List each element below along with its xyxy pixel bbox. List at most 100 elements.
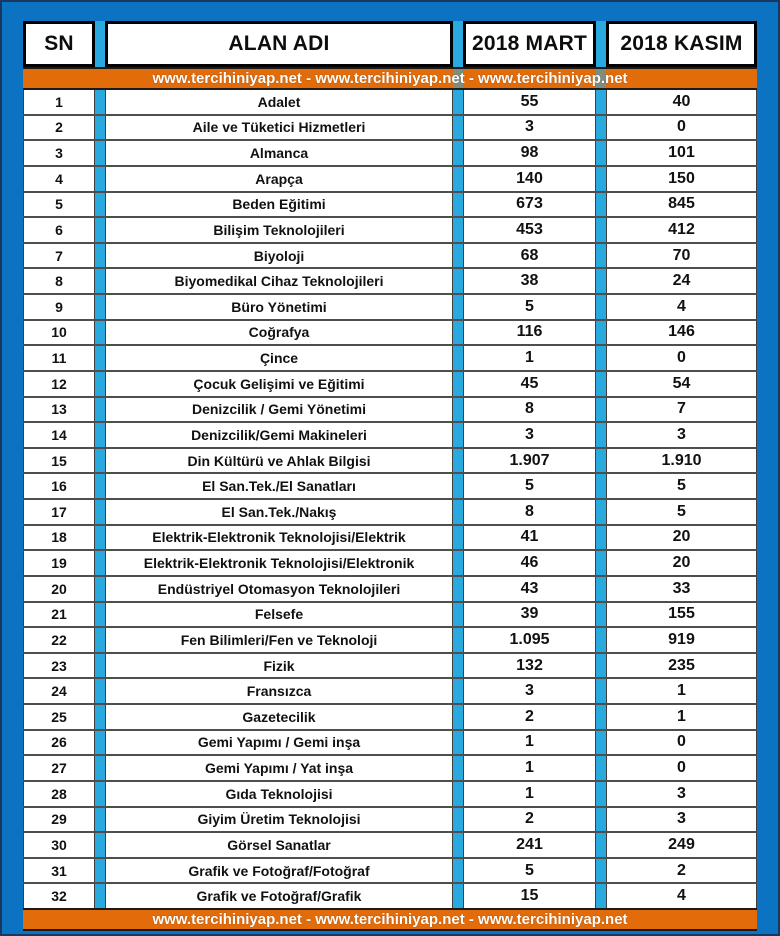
- row-2018-kasim: 146: [606, 320, 757, 345]
- row-sn: 21: [23, 602, 95, 627]
- row-sn: 13: [23, 397, 95, 422]
- table-row: 11 Çince 1 0: [23, 346, 757, 372]
- row-2018-kasim: 1.910: [606, 448, 757, 473]
- row-2018-mart: 1: [463, 346, 596, 370]
- row-alan-adi: Felsefe: [105, 602, 453, 627]
- row-2018-kasim: 3: [606, 423, 757, 447]
- watermark-banner-top: www.tercihiniyap.net - www.tercihiniyap.…: [23, 67, 757, 90]
- row-alan-adi: Fizik: [105, 653, 453, 678]
- row-2018-kasim: 150: [606, 166, 757, 191]
- row-2018-mart: 8: [463, 500, 596, 524]
- row-2018-mart: 5: [463, 295, 596, 319]
- row-2018-mart: 55: [463, 90, 596, 114]
- table-header-row: SN ALAN ADI 2018 MART 2018 KASIM: [23, 21, 757, 67]
- row-2018-kasim: 54: [606, 371, 757, 396]
- row-2018-kasim: 412: [606, 218, 757, 242]
- column-header-2018-kasim: 2018 KASIM: [606, 21, 757, 67]
- table-row: 14 Denizcilik/Gemi Makineleri 3 3: [23, 423, 757, 449]
- table-row: 7 Biyoloji 68 70: [23, 243, 757, 270]
- row-2018-mart: 116: [463, 320, 596, 345]
- row-alan-adi: Biyoloji: [105, 243, 453, 268]
- table-row: 3 Almanca 98 101: [23, 141, 757, 167]
- row-alan-adi: Giyim Üretim Teknolojisi: [105, 807, 453, 832]
- row-2018-kasim: 0: [606, 756, 757, 780]
- row-sn: 3: [23, 141, 95, 165]
- row-alan-adi: El San.Tek./Nakış: [105, 500, 453, 524]
- row-2018-mart: 2: [463, 705, 596, 729]
- row-2018-kasim: 5: [606, 500, 757, 524]
- row-alan-adi: Fen Bilimleri/Fen ve Teknoloji: [105, 628, 453, 652]
- watermark-banner-bottom: www.tercihiniyap.net - www.tercihiniyap.…: [23, 908, 757, 931]
- row-sn: 2: [23, 115, 95, 140]
- row-2018-kasim: 40: [606, 90, 757, 114]
- row-alan-adi: Gıda Teknolojisi: [105, 781, 453, 806]
- row-2018-mart: 8: [463, 397, 596, 422]
- table-row: 22 Fen Bilimleri/Fen ve Teknoloji 1.095 919: [23, 628, 757, 654]
- table-row: 10 Coğrafya 116 146: [23, 320, 757, 347]
- row-sn: 29: [23, 807, 95, 832]
- row-alan-adi: Endüstriyel Otomasyon Teknolojileri: [105, 576, 453, 601]
- row-2018-kasim: 919: [606, 628, 757, 652]
- row-2018-mart: 1.095: [463, 628, 596, 652]
- row-2018-mart: 2: [463, 807, 596, 832]
- row-2018-kasim: 5: [606, 474, 757, 498]
- row-2018-mart: 1: [463, 781, 596, 806]
- row-alan-adi: Grafik ve Fotoğraf/Grafik: [105, 884, 453, 908]
- row-2018-kasim: 20: [606, 525, 757, 550]
- table-row: 21 Felsefe 39 155: [23, 602, 757, 629]
- row-sn: 20: [23, 576, 95, 601]
- row-2018-mart: 132: [463, 653, 596, 678]
- row-2018-kasim: 155: [606, 602, 757, 627]
- column-header-2018-mart: 2018 MART: [463, 21, 596, 67]
- table-row: 8 Biyomedikal Cihaz Teknolojileri 38 24: [23, 269, 757, 295]
- row-2018-mart: 673: [463, 192, 596, 217]
- row-sn: 18: [23, 525, 95, 550]
- row-sn: 5: [23, 192, 95, 217]
- table-row: 6 Bilişim Teknolojileri 453 412: [23, 218, 757, 244]
- row-sn: 11: [23, 346, 95, 370]
- row-2018-kasim: 2: [606, 858, 757, 883]
- row-2018-kasim: 0: [606, 730, 757, 755]
- table-row: 20 Endüstriyel Otomasyon Teknolojileri 43 3…: [23, 576, 757, 603]
- row-sn: 26: [23, 730, 95, 755]
- row-2018-mart: 1: [463, 730, 596, 755]
- table-row: 26 Gemi Yapımı / Gemi inşa 1 0: [23, 730, 757, 757]
- table-row: 32 Grafik ve Fotoğraf/Grafik 15 4: [23, 884, 757, 908]
- row-2018-kasim: 4: [606, 295, 757, 319]
- row-sn: 8: [23, 269, 95, 293]
- row-2018-mart: 45: [463, 371, 596, 396]
- row-alan-adi: Din Kültürü ve Ahlak Bilgisi: [105, 448, 453, 473]
- row-sn: 24: [23, 679, 95, 703]
- row-sn: 23: [23, 653, 95, 678]
- row-alan-adi: Aile ve Tüketici Hizmetleri: [105, 115, 453, 140]
- row-alan-adi: Adalet: [105, 90, 453, 114]
- table-row: 2 Aile ve Tüketici Hizmetleri 3 0: [23, 115, 757, 142]
- table-row: 4 Arapça 140 150: [23, 166, 757, 193]
- watermark-text-bottom: www.tercihiniyap.net - www.tercihiniyap.…: [152, 911, 628, 928]
- row-alan-adi: Çince: [105, 346, 453, 370]
- row-2018-kasim: 0: [606, 346, 757, 370]
- row-sn: 30: [23, 833, 95, 857]
- row-alan-adi: Fransızca: [105, 679, 453, 703]
- row-2018-kasim: 20: [606, 551, 757, 575]
- row-alan-adi: Gemi Yapımı / Gemi inşa: [105, 730, 453, 755]
- row-2018-kasim: 70: [606, 243, 757, 268]
- row-sn: 1: [23, 90, 95, 114]
- row-2018-kasim: 1: [606, 679, 757, 703]
- row-sn: 31: [23, 858, 95, 883]
- row-sn: 12: [23, 371, 95, 396]
- table-row: 15 Din Kültürü ve Ahlak Bilgisi 1.907 1.910: [23, 448, 757, 475]
- row-2018-kasim: 4: [606, 884, 757, 908]
- row-2018-mart: 3: [463, 423, 596, 447]
- table-row: 25 Gazetecilik 2 1: [23, 705, 757, 731]
- row-2018-mart: 38: [463, 269, 596, 293]
- row-alan-adi: El San.Tek./El Sanatları: [105, 474, 453, 498]
- table-row: 19 Elektrik-Elektronik Teknolojisi/Elektr…: [23, 551, 757, 577]
- row-2018-mart: 453: [463, 218, 596, 242]
- row-sn: 32: [23, 884, 95, 908]
- row-2018-mart: 3: [463, 679, 596, 703]
- row-sn: 7: [23, 243, 95, 268]
- row-2018-mart: 39: [463, 602, 596, 627]
- table-row: 23 Fizik 132 235: [23, 653, 757, 680]
- table-row: 13 Denizcilik / Gemi Yönetimi 8 7: [23, 397, 757, 424]
